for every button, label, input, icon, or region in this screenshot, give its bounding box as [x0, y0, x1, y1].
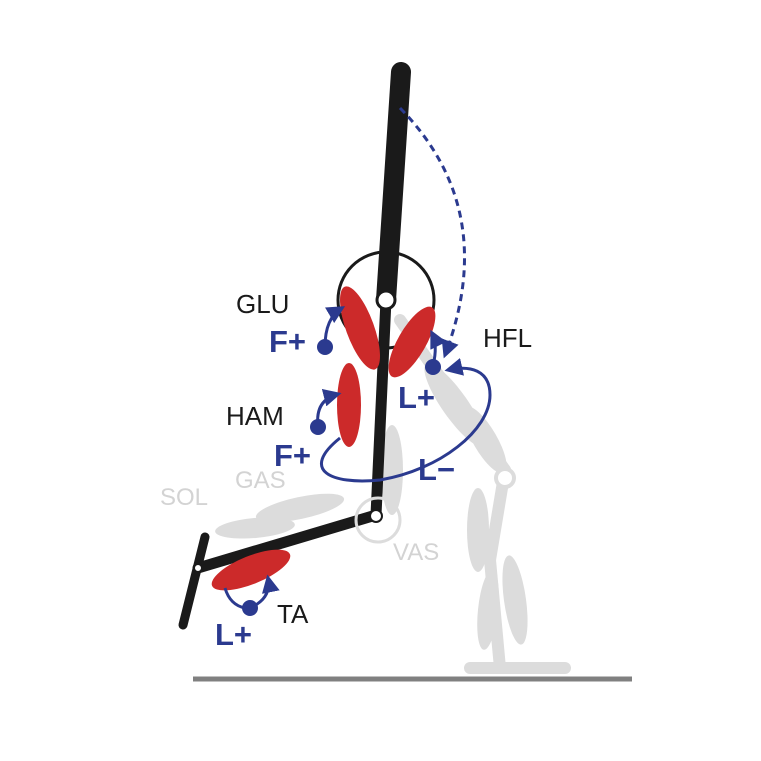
ham-muscle [337, 363, 361, 447]
hfl-negative-feedback-label: L− [418, 452, 455, 487]
ta-muscle [211, 549, 291, 591]
glu-muscle [340, 286, 380, 370]
sol-label: SOL [160, 484, 208, 511]
ta-label: TA [277, 599, 309, 629]
hfl-label: HFL [483, 323, 532, 353]
ta-feedback-label: L+ [215, 617, 252, 652]
hfl-muscle [388, 306, 436, 378]
glu-feedback-label: F+ [269, 324, 306, 359]
ham-label: HAM [226, 401, 284, 431]
sol-muscle [215, 517, 295, 539]
glu-feedback-node [317, 339, 333, 355]
hfl-dashed-path [398, 106, 467, 359]
ankle-joint [193, 563, 203, 573]
ta-feedback-node [242, 600, 258, 616]
gas-muscle [255, 493, 345, 523]
hfl-feedback-label: L+ [398, 380, 435, 415]
hfl-feedback-node [425, 359, 441, 375]
vas-label: VAS [393, 539, 439, 566]
trunk [376, 62, 411, 310]
ham-feedback-node [310, 419, 326, 435]
knee-joint [369, 509, 383, 523]
hfl-negative-loop [319, 358, 492, 483]
ham-feedback-label: F+ [274, 438, 311, 473]
hip-joint [375, 289, 397, 311]
glu-label: GLU [236, 289, 289, 319]
ghost-stance-leg [394, 314, 571, 674]
knee-circle [354, 496, 402, 544]
gas-label: GAS [235, 467, 286, 494]
vas-muscle [381, 425, 403, 515]
foot [178, 532, 210, 630]
shank [192, 509, 382, 574]
